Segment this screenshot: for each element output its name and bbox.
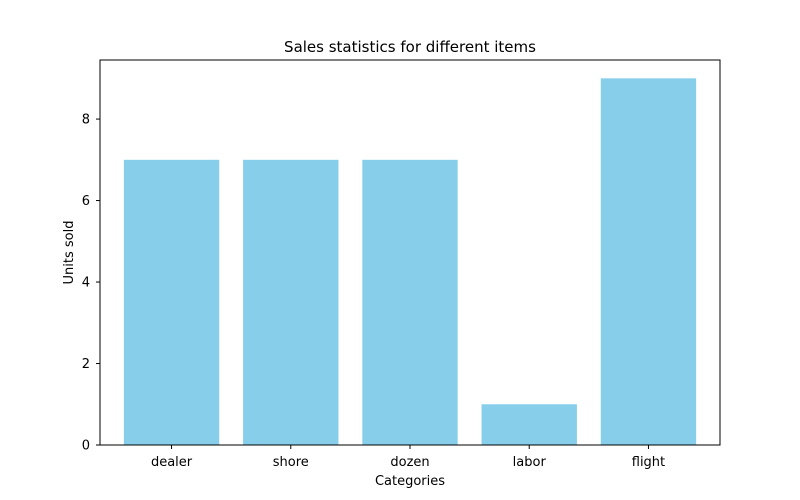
bar-shore bbox=[243, 159, 339, 445]
x-tick-label: dozen bbox=[390, 455, 429, 470]
chart-title: Sales statistics for different items bbox=[284, 38, 536, 56]
plot-frame bbox=[99, 59, 721, 446]
x-tick-label: shore bbox=[273, 455, 309, 470]
x-axis: dealer shore dozen labor flight bbox=[151, 445, 665, 470]
y-axis-label: Units sold bbox=[62, 221, 77, 285]
bar-dozen bbox=[362, 159, 458, 445]
bar-labor bbox=[481, 404, 577, 445]
y-tick-label: 2 bbox=[82, 357, 90, 372]
x-tick-label: labor bbox=[513, 455, 547, 470]
bar-dealer bbox=[123, 159, 220, 445]
y-tick-label: 8 bbox=[82, 113, 90, 128]
bars-layer bbox=[123, 78, 697, 445]
x-tick-label: dealer bbox=[151, 455, 193, 470]
y-tick-label: 4 bbox=[82, 276, 90, 291]
y-tick-label: 0 bbox=[82, 439, 90, 454]
y-axis: 0 2 4 6 8 bbox=[82, 113, 100, 454]
y-tick-label: 6 bbox=[82, 194, 90, 209]
bar-flight bbox=[600, 78, 697, 445]
x-tick-label: flight bbox=[632, 455, 665, 470]
x-axis-label: Categories bbox=[375, 474, 445, 489]
